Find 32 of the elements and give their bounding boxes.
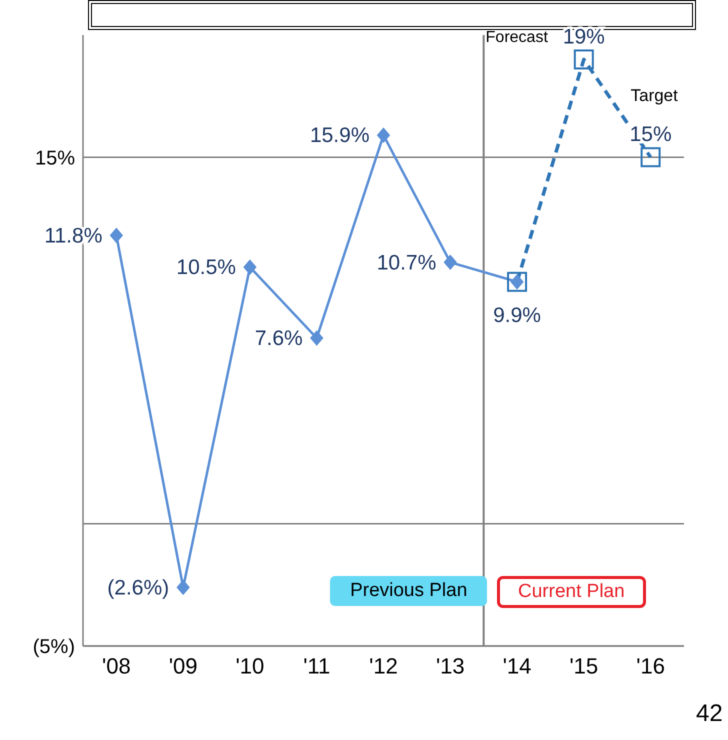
point [377,128,390,143]
x-tick-label: '15 [569,654,598,679]
data-label: 7.6% [254,327,303,350]
point [110,228,123,243]
text: 42 [696,700,723,728]
annotation: Previous Plan [330,576,488,606]
x-tick-label: '14 [502,654,532,679]
data-label: 15.9% [310,124,370,148]
annotation: Target [630,86,678,106]
x-tick-label: '16 [636,654,665,679]
x-tick-label: '12 [369,654,398,679]
data-label: 19% [562,25,605,48]
data-label: (2.6%) [107,576,170,600]
x-tick-label: '08 [102,654,131,679]
point [310,330,324,346]
y-tick-label: (5%) [32,636,75,658]
x-tick-label: '10 [236,654,264,679]
point [640,147,661,168]
annotation: Current Plan [497,576,646,608]
point [507,272,528,292]
data-label: 10.7% [376,251,436,274]
data-label: 10.5% [176,256,236,280]
x-tick-label: '09 [168,654,198,679]
data-label: 15% [630,123,672,146]
x-tick-label: '11 [303,654,330,679]
point [243,260,256,275]
point [444,254,457,270]
data-label: 9.9% [493,304,541,327]
x-tick-label: '13 [436,654,465,679]
point [176,580,190,595]
point [574,49,594,70]
annotation: Forecast [486,29,548,47]
